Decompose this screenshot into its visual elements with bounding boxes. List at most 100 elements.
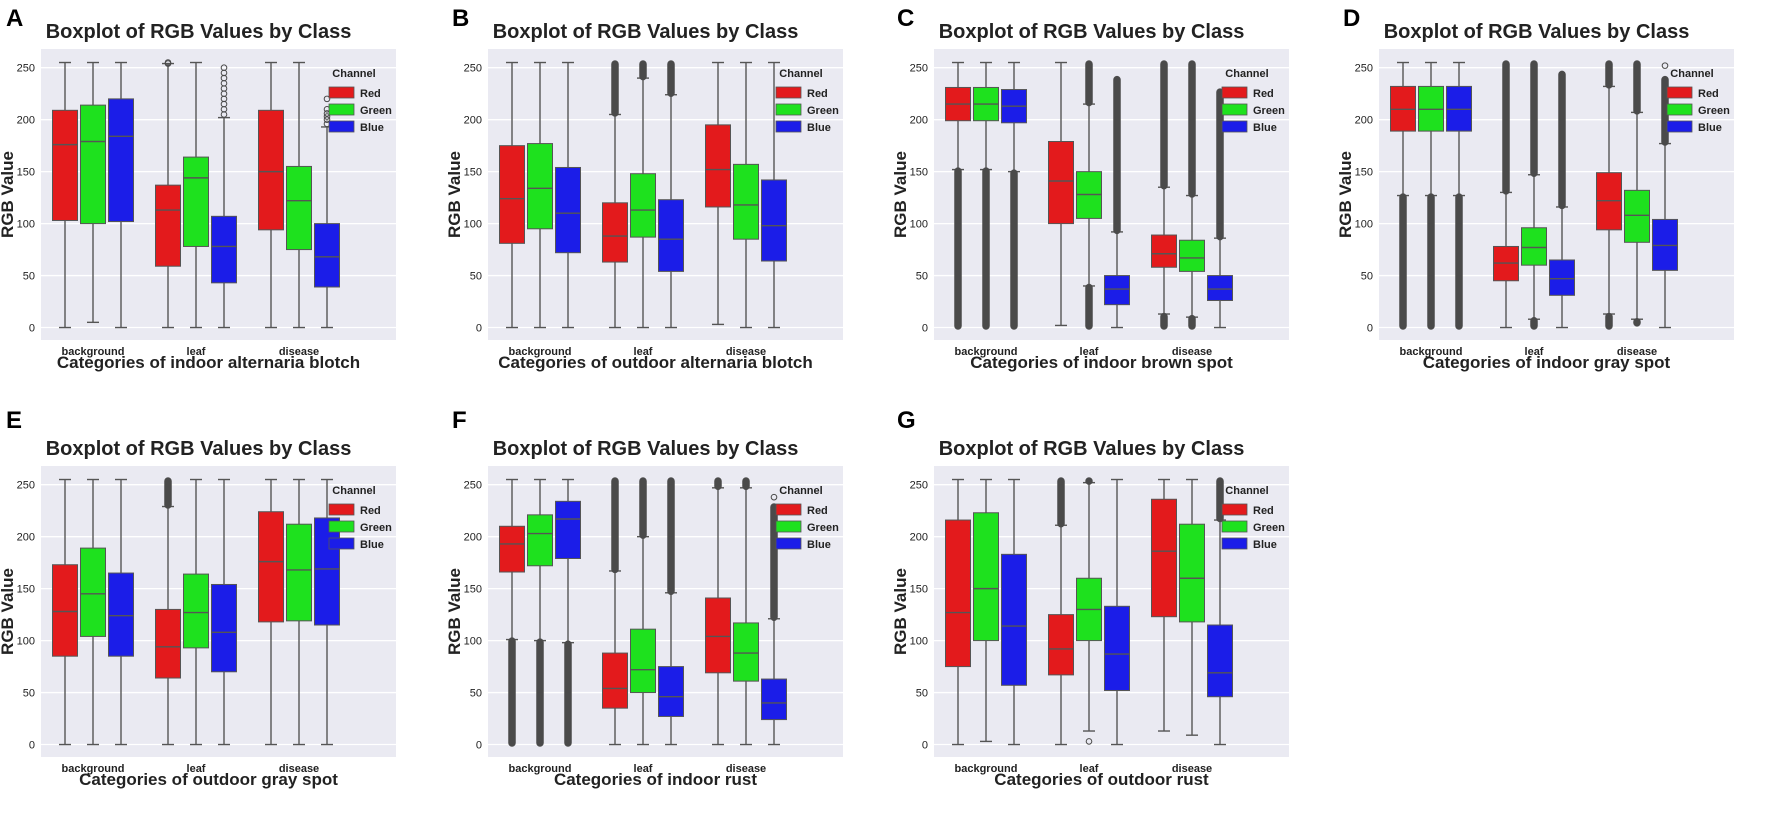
legend-swatch-blue — [775, 120, 802, 133]
box-body — [80, 104, 106, 225]
y-tick-label: 0 — [922, 323, 928, 335]
outlier-point — [323, 95, 331, 103]
box-body — [527, 143, 553, 230]
outlier-band — [667, 60, 675, 97]
box-body — [1104, 605, 1130, 691]
outlier-band — [1160, 60, 1168, 190]
outlier-point — [220, 64, 228, 72]
box-body — [258, 109, 284, 231]
y-tick-label: 50 — [470, 688, 482, 700]
legend-swatch-green — [1221, 520, 1248, 533]
outlier-band — [954, 167, 962, 330]
y-tick-label: 200 — [910, 115, 928, 127]
box-body — [705, 597, 731, 674]
box-body — [1624, 189, 1650, 243]
legend-label-red: Red — [807, 88, 828, 100]
outlier-band — [1530, 60, 1538, 178]
outlier-band — [639, 477, 647, 539]
box-red-leaf — [1493, 60, 1519, 329]
x-axis-label: Categories of indoor brown spot — [970, 353, 1233, 372]
y-tick-label: 100 — [17, 636, 35, 648]
legend-swatch-blue — [1221, 120, 1248, 133]
legend: Channel Red Green Blue — [1221, 68, 1285, 134]
box-body — [630, 628, 656, 694]
x-tick-label: background — [509, 763, 572, 775]
y-tick-label: 200 — [464, 115, 482, 127]
box-red-disease — [705, 477, 731, 746]
outlier-band — [742, 477, 750, 491]
outlier-band — [714, 477, 722, 491]
chart-title: Boxplot of RGB Values by Class — [493, 438, 799, 460]
box-blue-disease — [314, 95, 340, 329]
legend-label-green: Green — [1698, 105, 1730, 117]
legend-swatch-green — [328, 103, 355, 116]
box-red-leaf — [155, 477, 181, 746]
legend-swatch-green — [1221, 103, 1248, 116]
box-blue-leaf — [211, 64, 237, 329]
box-body — [733, 163, 759, 240]
y-tick-label: 250 — [1355, 63, 1373, 75]
panel-label: D — [1343, 5, 1360, 32]
box-body — [499, 525, 525, 573]
panel-c: C 0 50 100 150 200 250 Boxplot of RGB Values by… — [891, 5, 1289, 372]
box-red-leaf — [602, 477, 628, 746]
outlier-band — [1427, 193, 1435, 330]
outlier-band — [1530, 316, 1538, 330]
y-tick-label: 200 — [1355, 115, 1373, 127]
x-tick-label: disease — [1172, 346, 1212, 358]
box-body — [761, 179, 787, 262]
box-body — [945, 519, 971, 668]
legend-label-red: Red — [360, 88, 381, 100]
box-green-background — [527, 61, 553, 329]
box-red-background — [52, 478, 78, 746]
box-body — [973, 512, 999, 642]
y-axis-label: RGB Value — [0, 568, 17, 655]
legend-label-blue: Blue — [1253, 122, 1277, 134]
panel-label: A — [6, 5, 23, 32]
box-red-background — [1390, 61, 1416, 330]
y-tick-label: 100 — [464, 219, 482, 231]
outlier-band — [1160, 312, 1168, 330]
chart-title: Boxplot of RGB Values by Class — [46, 438, 352, 460]
legend-label-green: Green — [360, 522, 392, 534]
outlier-band — [1010, 169, 1018, 330]
box-blue-background — [108, 61, 134, 329]
y-tick-label: 100 — [464, 636, 482, 648]
legend-swatch-red — [1221, 86, 1248, 99]
y-axis-label: RGB Value — [891, 151, 910, 238]
box-body — [1549, 259, 1575, 296]
box-red-leaf — [1048, 61, 1074, 327]
y-tick-label: 100 — [1355, 219, 1373, 231]
legend: Channel Red Green Blue — [1666, 68, 1730, 134]
y-axis-label: RGB Value — [445, 151, 464, 238]
box-green-disease — [1179, 60, 1205, 330]
outlier-band — [1188, 314, 1196, 330]
x-tick-label: leaf — [187, 346, 206, 358]
box-body — [183, 573, 209, 649]
outlier-band — [1558, 70, 1566, 210]
x-axis-label: Categories of indoor alternaria blotch — [57, 353, 360, 372]
y-tick-label: 100 — [17, 219, 35, 231]
box-red-disease — [258, 61, 284, 329]
y-tick-label: 150 — [17, 584, 35, 596]
box-body — [155, 608, 181, 679]
box-red-leaf — [602, 60, 628, 329]
box-body — [1048, 614, 1074, 676]
legend-swatch-blue — [328, 120, 355, 133]
legend-swatch-red — [328, 86, 355, 99]
legend-swatch-green — [775, 520, 802, 533]
box-blue-background — [1001, 478, 1027, 746]
legend: Channel Red Green Blue — [775, 68, 839, 134]
legend-label-blue: Blue — [360, 122, 384, 134]
y-tick-label: 250 — [17, 480, 35, 492]
box-blue-background — [108, 478, 134, 746]
box-body — [555, 166, 581, 254]
box-green-leaf — [183, 478, 209, 746]
x-axis-label: Categories of indoor rust — [554, 770, 757, 789]
legend: Channel Red Green Blue — [328, 68, 392, 134]
box-red-background — [499, 478, 525, 747]
legend-swatch-blue — [1221, 537, 1248, 550]
outlier-band — [164, 477, 172, 509]
outlier-band — [1633, 60, 1641, 115]
